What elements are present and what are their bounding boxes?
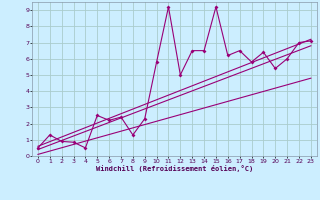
- X-axis label: Windchill (Refroidissement éolien,°C): Windchill (Refroidissement éolien,°C): [96, 165, 253, 172]
